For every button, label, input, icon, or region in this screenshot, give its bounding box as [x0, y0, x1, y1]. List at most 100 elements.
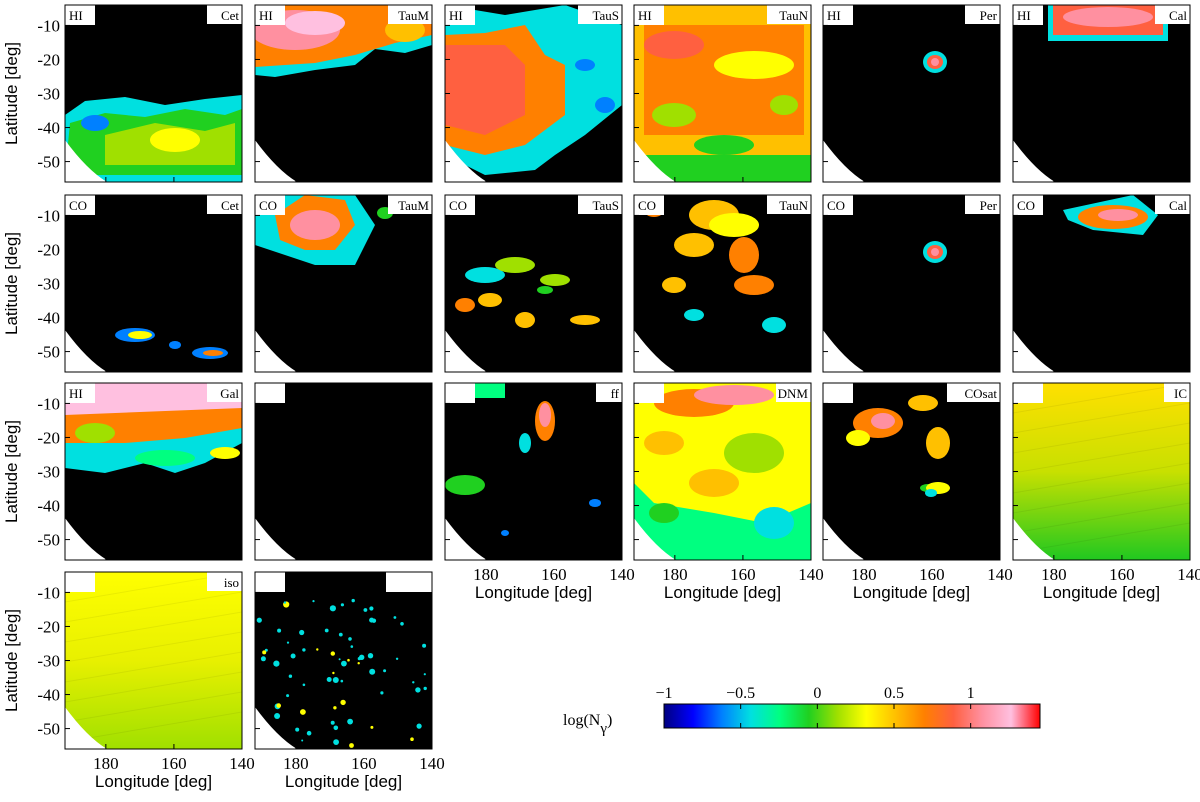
point-source — [283, 601, 287, 604]
y-axis-label: Latitude [deg] — [2, 420, 21, 523]
mask-bottom-left — [445, 140, 487, 182]
panel-blank-2-1 — [254, 382, 433, 561]
emission-blob — [694, 385, 774, 405]
panel-background — [65, 572, 242, 749]
point-source — [306, 730, 312, 736]
panel-blank-3-1: 180 160 140 Longitude [deg] — [254, 571, 445, 791]
contour-line — [1013, 422, 1190, 454]
y-tick-label: -10 — [37, 206, 60, 225]
emission-blob — [290, 210, 340, 240]
y-tick-label: -50 — [37, 343, 60, 362]
point-source — [332, 671, 335, 675]
emission-region — [65, 383, 242, 415]
panel-tag-right: TauM — [398, 198, 429, 213]
emission-blob — [689, 469, 739, 497]
mask-bottom-left — [1013, 330, 1055, 372]
point-source — [338, 632, 343, 637]
point-source — [410, 737, 414, 741]
emission-blob — [644, 31, 704, 59]
panel-tag-right: TauN — [779, 8, 808, 23]
point-source — [369, 617, 375, 623]
contour-line — [65, 631, 242, 663]
x-tick-label: 160 — [161, 754, 187, 773]
point-source — [341, 660, 347, 667]
point-source — [329, 605, 336, 612]
mask-bottom-left — [445, 330, 487, 372]
y-tick-label: -30 — [37, 275, 60, 294]
colorbar-tick-label: −0.5 — [726, 685, 755, 702]
y-axis-label: Latitude [deg] — [2, 42, 21, 145]
x-tick-label: 180 — [283, 754, 309, 773]
point-source — [423, 686, 427, 691]
y-tick-label: -40 — [37, 309, 60, 328]
mask-bottom-left — [634, 140, 676, 182]
point-source — [416, 723, 422, 729]
tag-right-box — [207, 572, 242, 591]
contour-line — [65, 591, 242, 623]
panel-background — [823, 195, 1000, 372]
y-tick-label: -20 — [37, 617, 60, 636]
mask-top-left — [823, 383, 853, 403]
emission-blob — [931, 248, 939, 256]
emission-blob — [537, 286, 553, 294]
colorbar-tick-label: −1 — [655, 685, 672, 702]
x-tick-label: 180 — [93, 754, 119, 773]
colorbar-tick-label: 0 — [813, 685, 821, 702]
panel-cosat-2-4: COsat 180 160 140 Longitude [deg] — [822, 382, 1013, 602]
colorbar-label-sub: γ — [599, 721, 607, 737]
panel-dnm-2-3: DNM 180 160 140 Longitude [deg] — [633, 382, 824, 602]
point-source — [412, 681, 415, 684]
panel-tag-left: CO — [449, 198, 467, 213]
y-tick-label: -20 — [37, 240, 60, 259]
point-source — [262, 650, 267, 655]
x-tick-label: 180 — [851, 565, 877, 584]
emission-blob — [931, 58, 939, 66]
panel-tag-right: ff — [611, 386, 620, 401]
point-source — [290, 653, 296, 659]
tag-right-box — [947, 383, 1000, 402]
tag-right-box — [578, 5, 622, 24]
emission-blob — [539, 403, 551, 427]
mask-bottom-left — [634, 330, 676, 372]
point-source — [351, 598, 355, 603]
panel-tag-right: IC — [1174, 386, 1187, 401]
x-axis-label: Longitude [deg] — [475, 583, 592, 602]
point-source — [338, 658, 341, 661]
x-tick-label: 140 — [1177, 565, 1200, 584]
point-source — [286, 641, 290, 644]
contour-line — [65, 611, 242, 643]
point-source — [330, 720, 335, 725]
panel-per-1-4: CO Per — [822, 194, 1001, 373]
mask-bottom-left — [65, 140, 107, 182]
mask-top-right — [386, 572, 432, 592]
emission-blob — [734, 275, 774, 295]
point-source — [273, 660, 280, 667]
point-source — [333, 706, 337, 710]
tag-right-box — [207, 195, 242, 214]
colorbar-tick-label: 1 — [967, 685, 975, 702]
panel-taus-0-2: HI TauS — [444, 4, 623, 183]
panel-tag-left: HI — [827, 8, 841, 23]
point-source — [277, 628, 282, 633]
point-source — [302, 683, 306, 687]
point-source — [380, 691, 384, 695]
panel-tag-right: Per — [980, 198, 998, 213]
panel-tag-left: HI — [69, 8, 83, 23]
panel-cet-1-0: CO Cet -10 -20 -30 -40 -50 Latitude [deg] — [2, 194, 243, 373]
panel-tag-right: iso — [224, 575, 239, 590]
emission-blob — [1063, 7, 1153, 27]
point-source — [300, 709, 306, 715]
panel-tag-right: Cal — [1169, 198, 1187, 213]
panel-taum-0-1: HI TauM — [254, 4, 433, 183]
tag-right-box — [207, 383, 242, 402]
point-source — [400, 622, 404, 626]
point-source — [383, 669, 387, 673]
emission-blob — [649, 503, 679, 523]
contour-line — [1013, 402, 1190, 434]
panel-tag-right: DNM — [778, 386, 809, 401]
point-source — [326, 677, 332, 682]
emission-blob — [846, 430, 870, 446]
mask-top-left — [445, 383, 475, 403]
point-source — [295, 727, 300, 732]
